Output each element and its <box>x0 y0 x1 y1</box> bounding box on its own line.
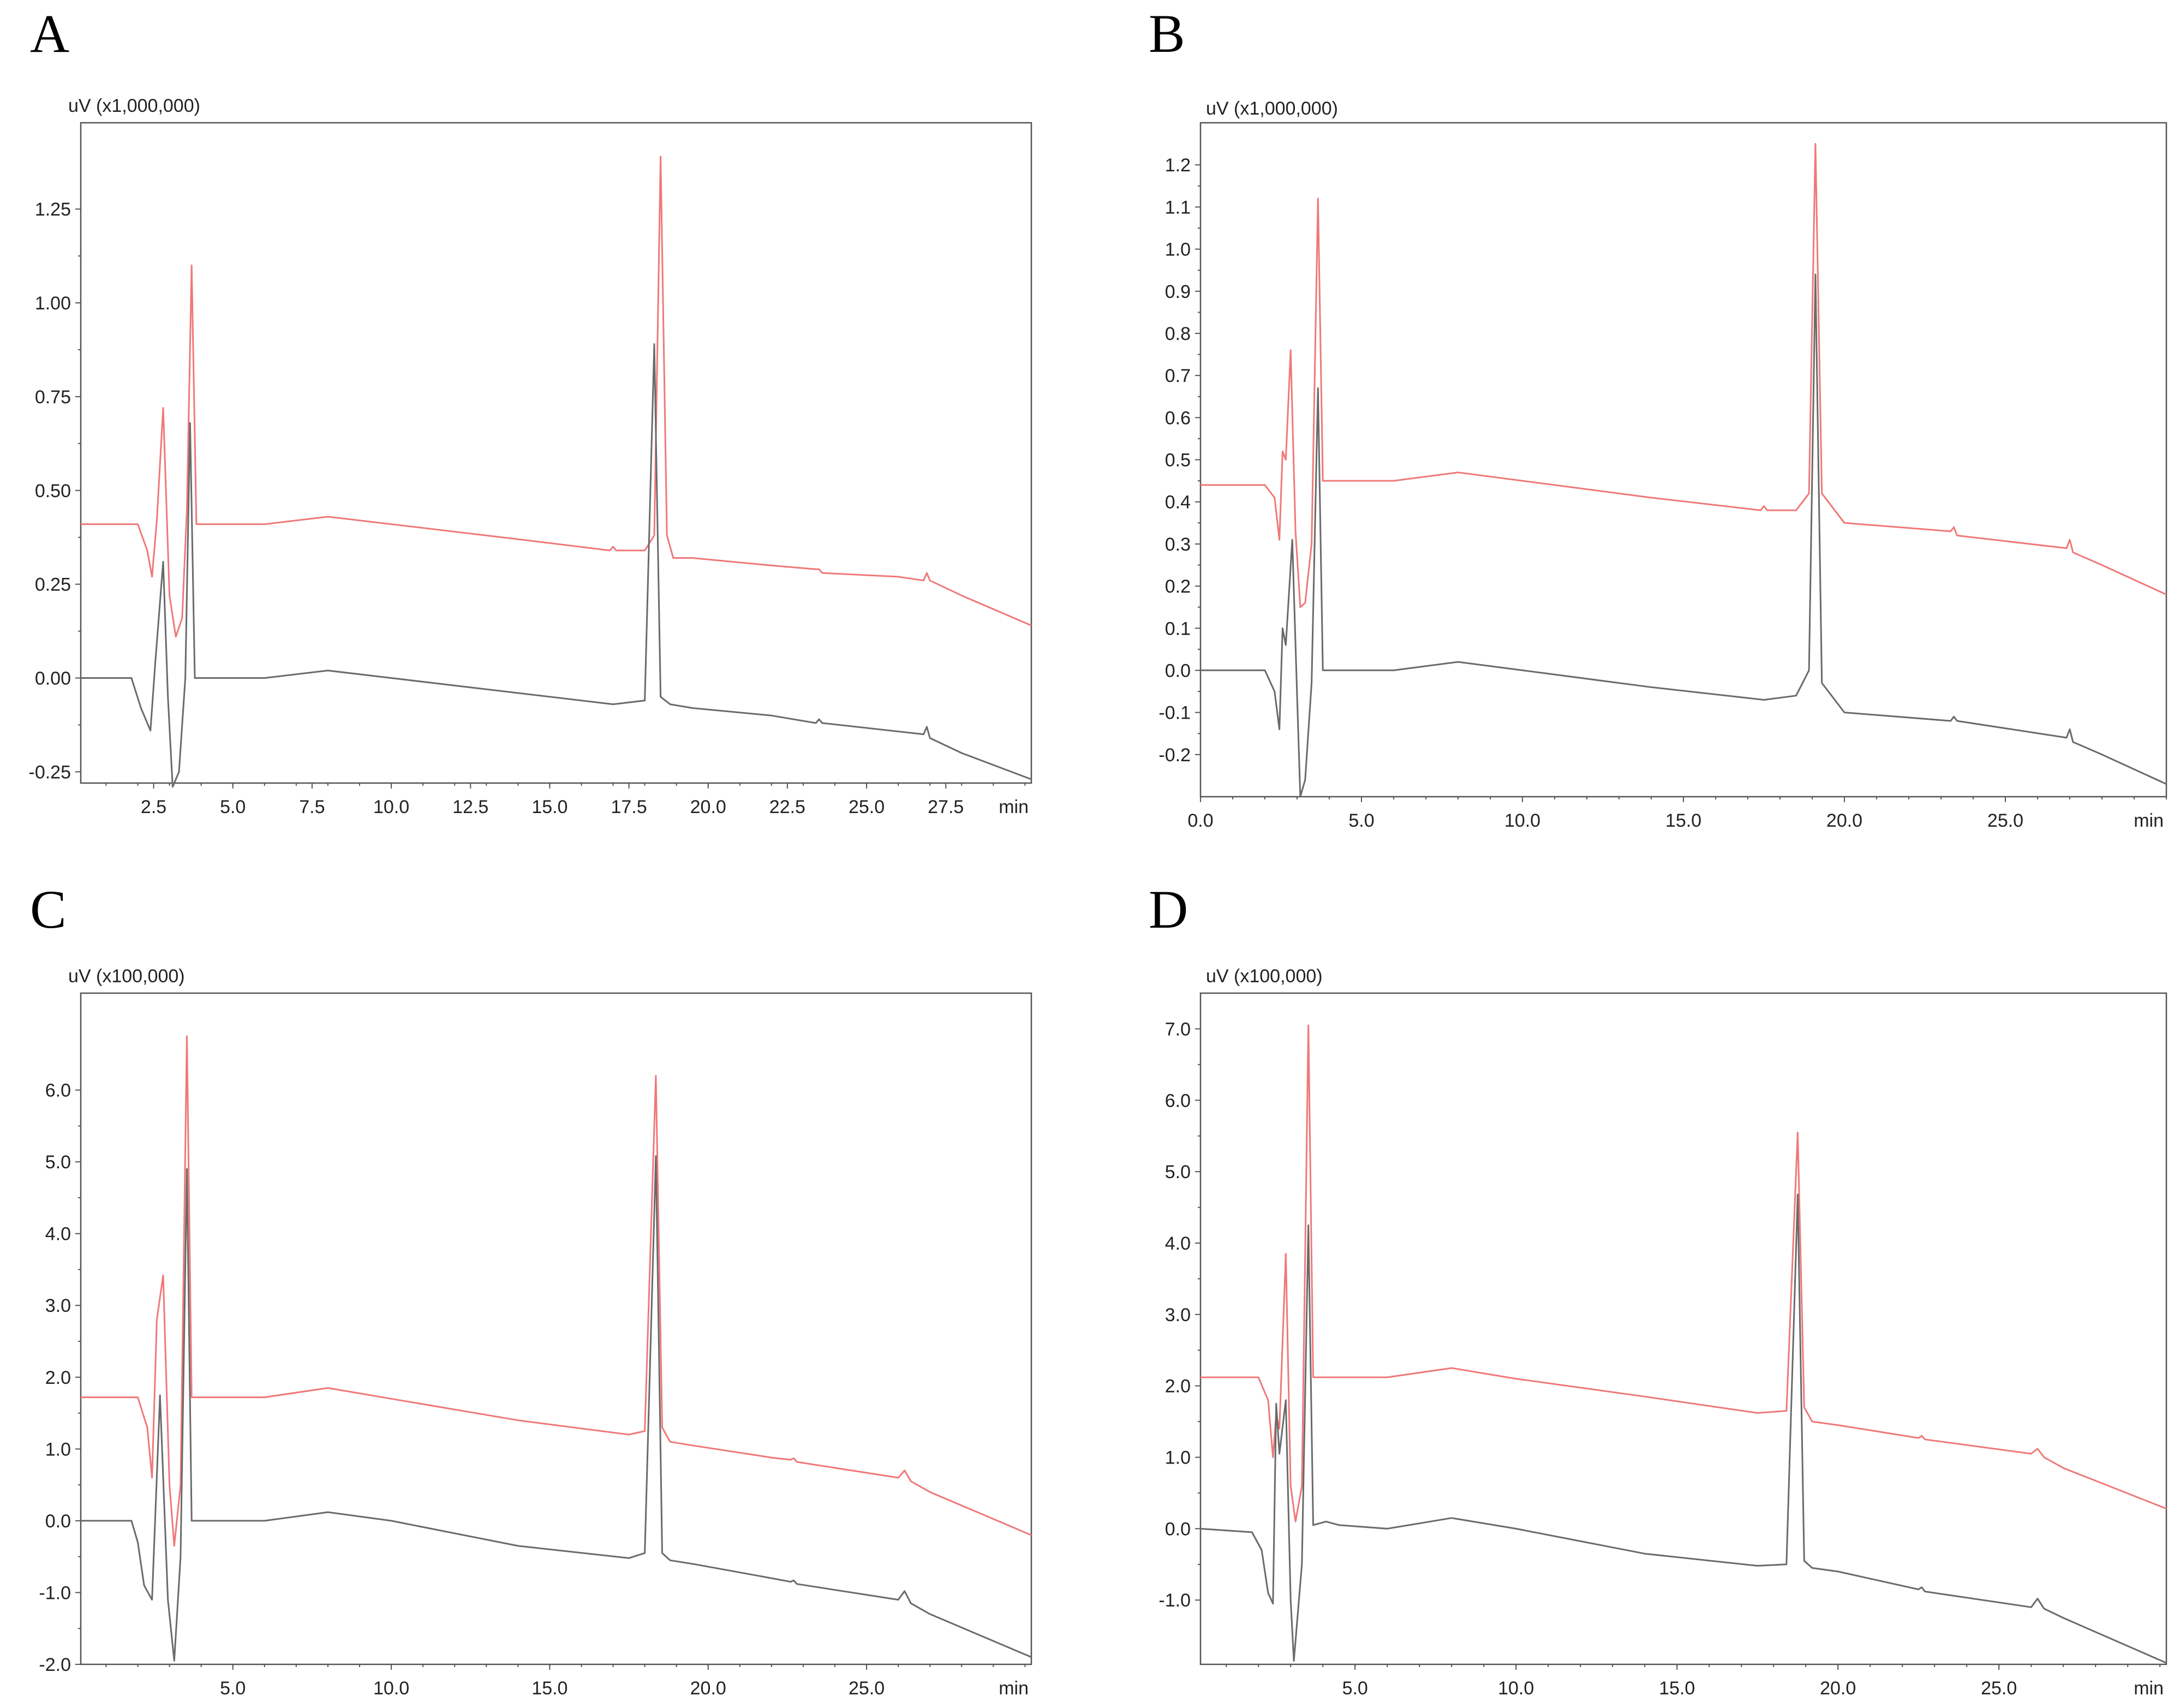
y-tick-label: 1.0 <box>1165 1448 1191 1468</box>
panel-letter: C <box>30 879 67 940</box>
chart-panel-a: AuV (x1,000,000) -0.25 0.00 0.25 0.50 0.75 1.0… <box>29 3 1032 817</box>
y-tick-label: 5.0 <box>45 1152 71 1173</box>
x-tick-label: 20.0 <box>690 1678 726 1699</box>
x-axis-unit-label: min <box>2134 1678 2164 1699</box>
y-tick-label: 0.25 <box>35 575 71 595</box>
y-tick-label: 0.1 <box>1165 618 1191 639</box>
y-tick-label: 0.0 <box>1165 660 1191 681</box>
series-line-red <box>1201 143 2167 608</box>
x-tick-label: 25.0 <box>1981 1678 2017 1699</box>
x-tick-label: 17.5 <box>611 797 647 817</box>
y-tick-label: 0.0 <box>45 1511 71 1532</box>
y-tick-label: 0.50 <box>35 481 71 501</box>
plot-frame <box>80 992 1032 1665</box>
y-axis-unit-label: uV (x100,000) <box>1206 966 1323 987</box>
x-tick-label: 10.0 <box>1504 810 1540 831</box>
plot-frame <box>1199 122 2167 798</box>
chart-panel-d: DuV (x100,000) -1.0 0.0 1.0 2.0 3.0 4.0 5.0 6.0 7… <box>1149 879 2167 1699</box>
y-tick-label: 1.25 <box>35 199 71 220</box>
x-tick-label: 15.0 <box>1665 810 1701 831</box>
plot-frame <box>1199 992 2167 1665</box>
x-tick-label: 2.5 <box>141 797 166 817</box>
x-tick-label: 5.0 <box>220 797 246 817</box>
y-tick-label: 0.00 <box>35 668 71 689</box>
y-tick-label: 0.5 <box>1165 450 1191 471</box>
y-tick-label: 3.0 <box>45 1295 71 1316</box>
series-line-red <box>81 156 1032 638</box>
y-axis-unit-label: uV (x100,000) <box>68 966 185 987</box>
x-tick-label: 5.0 <box>1342 1678 1368 1699</box>
panel-letter: B <box>1149 3 1185 64</box>
y-tick-label: 1.00 <box>35 293 71 314</box>
y-tick-label: 0.9 <box>1165 282 1191 302</box>
x-tick-label: 22.5 <box>769 797 805 817</box>
y-tick-label: 7.0 <box>1165 1019 1191 1040</box>
series-line-red <box>81 1035 1032 1547</box>
panel-letter: A <box>30 3 69 64</box>
series-line-black <box>1201 273 2167 798</box>
series-line-black <box>81 343 1032 788</box>
x-tick-label: 25.0 <box>849 797 885 817</box>
y-tick-label: -1.0 <box>1158 1590 1191 1611</box>
series-line-black <box>1200 1193 2167 1664</box>
y-tick-label: 4.0 <box>45 1224 71 1245</box>
y-tick-label: 0.3 <box>1165 534 1191 555</box>
y-axis-unit-label: uV (x1,000,000) <box>1206 98 1338 119</box>
x-axis-unit-label: min <box>2134 810 2164 831</box>
x-tick-label: 25.0 <box>849 1678 885 1699</box>
x-tick-label: 20.0 <box>1826 810 1862 831</box>
x-axis-unit-label: min <box>999 1678 1029 1699</box>
series-line-black <box>81 1155 1032 1662</box>
x-tick-label: 5.0 <box>220 1678 246 1699</box>
x-tick-label: 15.0 <box>531 1678 568 1699</box>
y-tick-label: 1.2 <box>1165 155 1191 176</box>
chart-panel-b: BuV (x1,000,000) -0.2 -0.1 0.0 0.1 0.2 0.3 0.4 0… <box>1149 3 2167 831</box>
y-tick-label: 4.0 <box>1165 1233 1191 1254</box>
y-tick-label: 2.0 <box>1165 1376 1191 1397</box>
y-axis-unit-label: uV (x1,000,000) <box>68 95 200 116</box>
x-tick-label: 15.0 <box>531 797 568 817</box>
x-tick-label: 12.5 <box>452 797 488 817</box>
y-tick-label: 3.0 <box>1165 1305 1191 1325</box>
y-tick-label: 2.0 <box>45 1367 71 1388</box>
x-tick-label: 20.0 <box>1820 1678 1856 1699</box>
y-tick-label: -0.1 <box>1158 703 1191 724</box>
panel-letter: D <box>1149 879 1188 940</box>
chart-panel-c: CuV (x100,000) -2.0 -1.0 0.0 1.0 2.0 3.0 4.0 5.0… <box>30 879 1032 1699</box>
y-tick-label: 6.0 <box>45 1080 71 1101</box>
y-tick-label: 6.0 <box>1165 1090 1191 1111</box>
x-tick-label: 20.0 <box>690 797 726 817</box>
x-tick-label: 0.0 <box>1187 810 1213 831</box>
y-tick-label: 0.75 <box>35 387 71 408</box>
y-tick-label: 1.1 <box>1165 197 1191 218</box>
y-tick-label: 5.0 <box>1165 1162 1191 1183</box>
y-tick-label: 0.2 <box>1165 576 1191 597</box>
y-tick-label: -0.25 <box>29 762 71 783</box>
y-tick-label: 1.0 <box>1165 240 1191 260</box>
x-tick-label: 25.0 <box>1987 810 2023 831</box>
plot-frame <box>80 122 1032 784</box>
y-tick-label: 0.6 <box>1165 408 1191 428</box>
x-tick-label: 10.0 <box>373 797 409 817</box>
y-tick-label: -2.0 <box>39 1655 71 1675</box>
y-tick-label: 1.0 <box>45 1439 71 1460</box>
y-tick-label: -0.2 <box>1158 745 1191 766</box>
x-tick-label: 7.5 <box>299 797 325 817</box>
x-tick-label: 5.0 <box>1348 810 1374 831</box>
y-tick-label: 0.7 <box>1165 366 1191 386</box>
x-tick-label: 15.0 <box>1659 1678 1695 1699</box>
y-tick-label: 0.4 <box>1165 492 1191 513</box>
y-tick-label: -1.0 <box>39 1582 71 1603</box>
x-tick-label: 10.0 <box>373 1678 409 1699</box>
x-tick-label: 27.5 <box>928 797 964 817</box>
series-line-red <box>1201 1024 2167 1522</box>
y-tick-label: 0.8 <box>1165 324 1191 344</box>
x-tick-label: 10.0 <box>1498 1678 1534 1699</box>
y-tick-label: 0.0 <box>1165 1519 1191 1539</box>
x-axis-unit-label: min <box>999 797 1029 817</box>
